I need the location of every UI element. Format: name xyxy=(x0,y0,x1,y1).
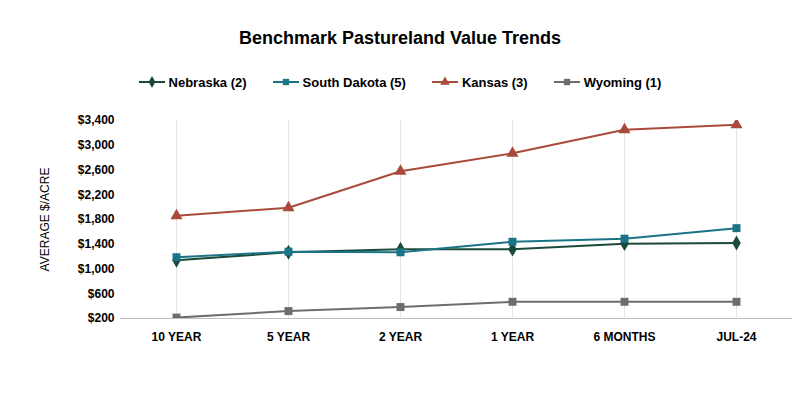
svg-text:$1,800: $1,800 xyxy=(78,212,115,226)
svg-text:$1,400: $1,400 xyxy=(78,237,115,251)
html-text:South Dakota (5): South Dakota (5) xyxy=(302,74,406,90)
html-text:Nebraska (2): Nebraska (2) xyxy=(168,74,247,90)
html-text:Wyoming (1): Wyoming (1) xyxy=(583,74,662,90)
svg-text:$2,200: $2,200 xyxy=(78,188,115,202)
svg-text:1 YEAR: 1 YEAR xyxy=(491,330,534,344)
svg-text:10 YEAR: 10 YEAR xyxy=(152,330,202,344)
svg-text:$600: $600 xyxy=(88,287,115,301)
svg-text:$200: $200 xyxy=(88,311,115,325)
svg-text:$2,600: $2,600 xyxy=(78,163,115,177)
html-text:Benchmark Pastureland Value Tr: Benchmark Pastureland Value Trends xyxy=(238,28,562,48)
svg-text:$1,000: $1,000 xyxy=(78,262,115,276)
svg-text:AVERAGE $/ACRE: AVERAGE $/ACRE xyxy=(38,168,52,272)
svg-text:5 YEAR: 5 YEAR xyxy=(267,330,310,344)
svg-text:6 MONTHS: 6 MONTHS xyxy=(593,330,655,344)
svg-text:2 YEAR: 2 YEAR xyxy=(379,330,422,344)
svg-text:$3,000: $3,000 xyxy=(78,138,115,152)
html-text:Kansas (3): Kansas (3) xyxy=(461,74,528,90)
svg-text:JUL-24: JUL-24 xyxy=(716,330,756,344)
svg-text:$3,400: $3,400 xyxy=(78,113,115,127)
